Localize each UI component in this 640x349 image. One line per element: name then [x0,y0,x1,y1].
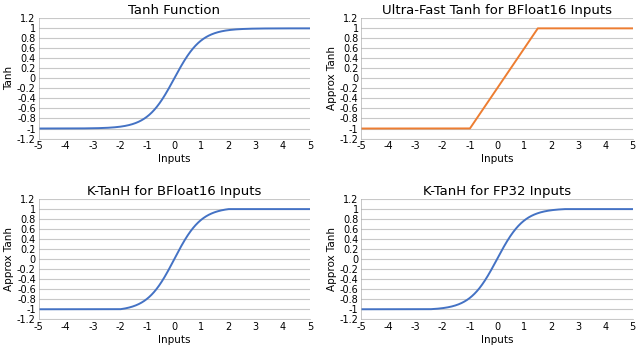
Title: Ultra-Fast Tanh for BFloat16 Inputs: Ultra-Fast Tanh for BFloat16 Inputs [382,4,612,17]
X-axis label: Inputs: Inputs [158,154,191,164]
Title: Tanh Function: Tanh Function [128,4,220,17]
Y-axis label: Approx Tanh: Approx Tanh [4,227,14,291]
X-axis label: Inputs: Inputs [158,335,191,345]
Y-axis label: Tanh: Tanh [4,66,14,90]
Title: K-TanH for BFloat16 Inputs: K-TanH for BFloat16 Inputs [87,185,262,198]
X-axis label: Inputs: Inputs [481,335,513,345]
Title: K-TanH for FP32 Inputs: K-TanH for FP32 Inputs [423,185,571,198]
X-axis label: Inputs: Inputs [481,154,513,164]
Y-axis label: Approx Tanh: Approx Tanh [327,227,337,291]
Y-axis label: Approx Tanh: Approx Tanh [327,46,337,110]
